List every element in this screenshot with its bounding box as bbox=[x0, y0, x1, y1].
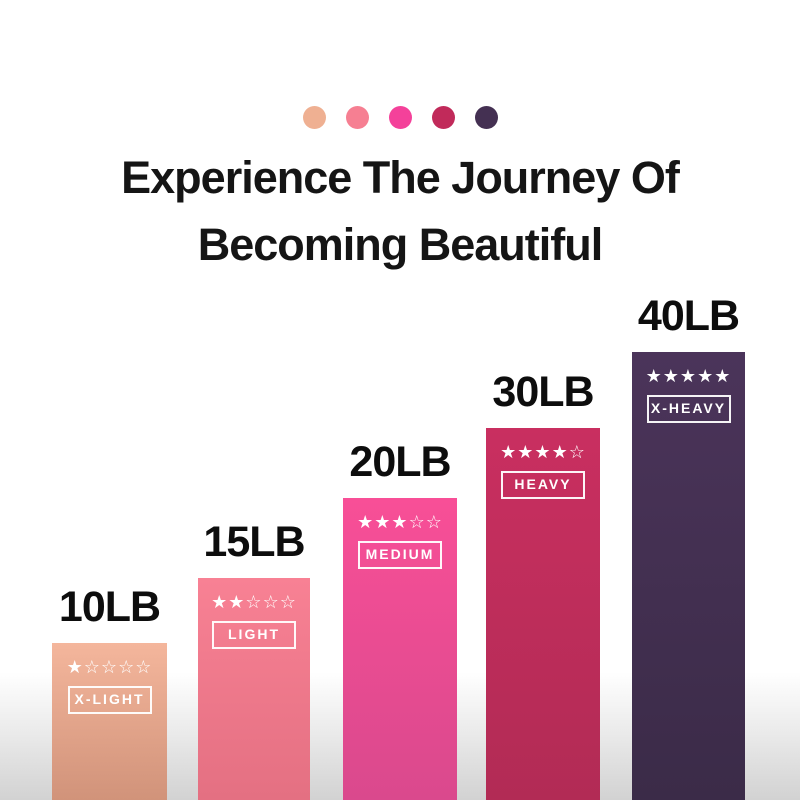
bar: ★★★☆☆ MEDIUM bbox=[343, 498, 457, 800]
level-label: X-LIGHT bbox=[74, 691, 145, 707]
color-dot bbox=[302, 106, 326, 129]
star-rating: ★★★☆☆ bbox=[357, 512, 443, 533]
level-label: HEAVY bbox=[514, 476, 572, 492]
level-label: LIGHT bbox=[228, 626, 280, 642]
level-label-box: LIGHT bbox=[212, 621, 296, 649]
bar-weight-label: 15LB bbox=[203, 518, 305, 566]
bar: ★★☆☆☆ LIGHT bbox=[198, 578, 310, 800]
color-dot bbox=[431, 106, 455, 129]
bar: ★☆☆☆☆ X-LIGHT bbox=[52, 643, 167, 800]
bar-weight-label: 30LB bbox=[492, 368, 594, 416]
bar-weight-label: 40LB bbox=[637, 292, 740, 340]
page-title: Experience The Journey Of Becoming Beaut… bbox=[0, 144, 800, 278]
star-rating: ★☆☆☆☆ bbox=[66, 657, 153, 678]
bar-column: 15LB ★★☆☆☆ LIGHT bbox=[198, 518, 310, 800]
title-line-2: Becoming Beautiful bbox=[197, 219, 604, 270]
bar: ★★★★★ X-HEAVY bbox=[632, 352, 745, 800]
star-rating: ★★★★☆ bbox=[500, 442, 586, 463]
color-dot bbox=[388, 106, 412, 129]
level-label-box: MEDIUM bbox=[358, 541, 442, 569]
title-line-1: Experience The Journey Of bbox=[121, 152, 680, 203]
star-rating: ★★★★★ bbox=[645, 366, 732, 387]
bar-column: 30LB ★★★★☆ HEAVY bbox=[486, 368, 600, 800]
color-dots-row bbox=[0, 106, 800, 129]
level-label-box: HEAVY bbox=[501, 471, 585, 499]
level-label: MEDIUM bbox=[365, 546, 435, 562]
level-label-box: X-HEAVY bbox=[646, 395, 731, 423]
star-rating: ★★☆☆☆ bbox=[211, 592, 297, 613]
level-label-box: X-LIGHT bbox=[67, 686, 152, 714]
bar-weight-label: 20LB bbox=[349, 438, 451, 486]
color-dot bbox=[345, 106, 369, 129]
bar: ★★★★☆ HEAVY bbox=[486, 428, 600, 800]
bar-weight-label: 10LB bbox=[58, 583, 161, 631]
bar-column: 20LB ★★★☆☆ MEDIUM bbox=[343, 438, 457, 800]
color-dot bbox=[474, 106, 498, 129]
bar-column: 40LB ★★★★★ X-HEAVY bbox=[632, 292, 745, 800]
bar-column: 10LB ★☆☆☆☆ X-LIGHT bbox=[52, 583, 167, 800]
level-label: X-HEAVY bbox=[650, 400, 727, 416]
